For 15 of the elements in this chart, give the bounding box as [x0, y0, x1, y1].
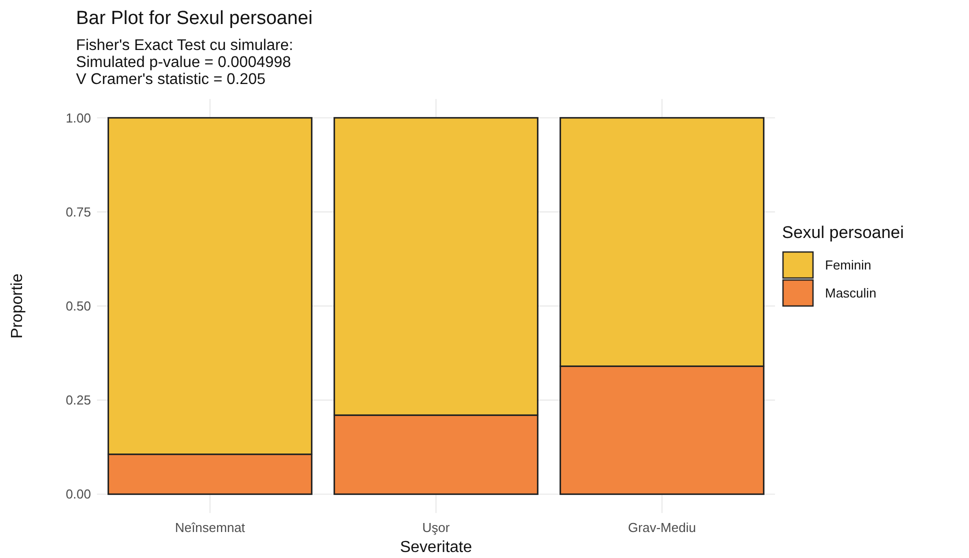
- y-tick-label: 0.00: [66, 486, 91, 502]
- y-tick-label: 0.75: [66, 204, 91, 220]
- x-tick-label: Uşor: [422, 520, 450, 535]
- y-tick-label: 1.00: [66, 110, 91, 126]
- chart-subtitle: Fisher's Exact Test cu simulare: Simulated p-value = 0.0004998 V Cramer's statistic = 0.205: [76, 37, 294, 88]
- legend-label: Feminin: [825, 258, 872, 273]
- legend-title: Sexul persoanei: [782, 223, 904, 242]
- legend-label: Masculin: [825, 286, 876, 301]
- x-tick-label: Neînsemnat: [174, 520, 246, 535]
- y-tick-label: 0.50: [66, 298, 91, 314]
- chart-title: Bar Plot for Sexul persoanei: [76, 8, 313, 29]
- x-axis-title: Severitate: [400, 539, 472, 556]
- y-tick-label: 0.25: [66, 392, 91, 408]
- y-axis-title: Proportie: [9, 273, 26, 338]
- x-tick-label: Grav-Mediu: [628, 520, 696, 535]
